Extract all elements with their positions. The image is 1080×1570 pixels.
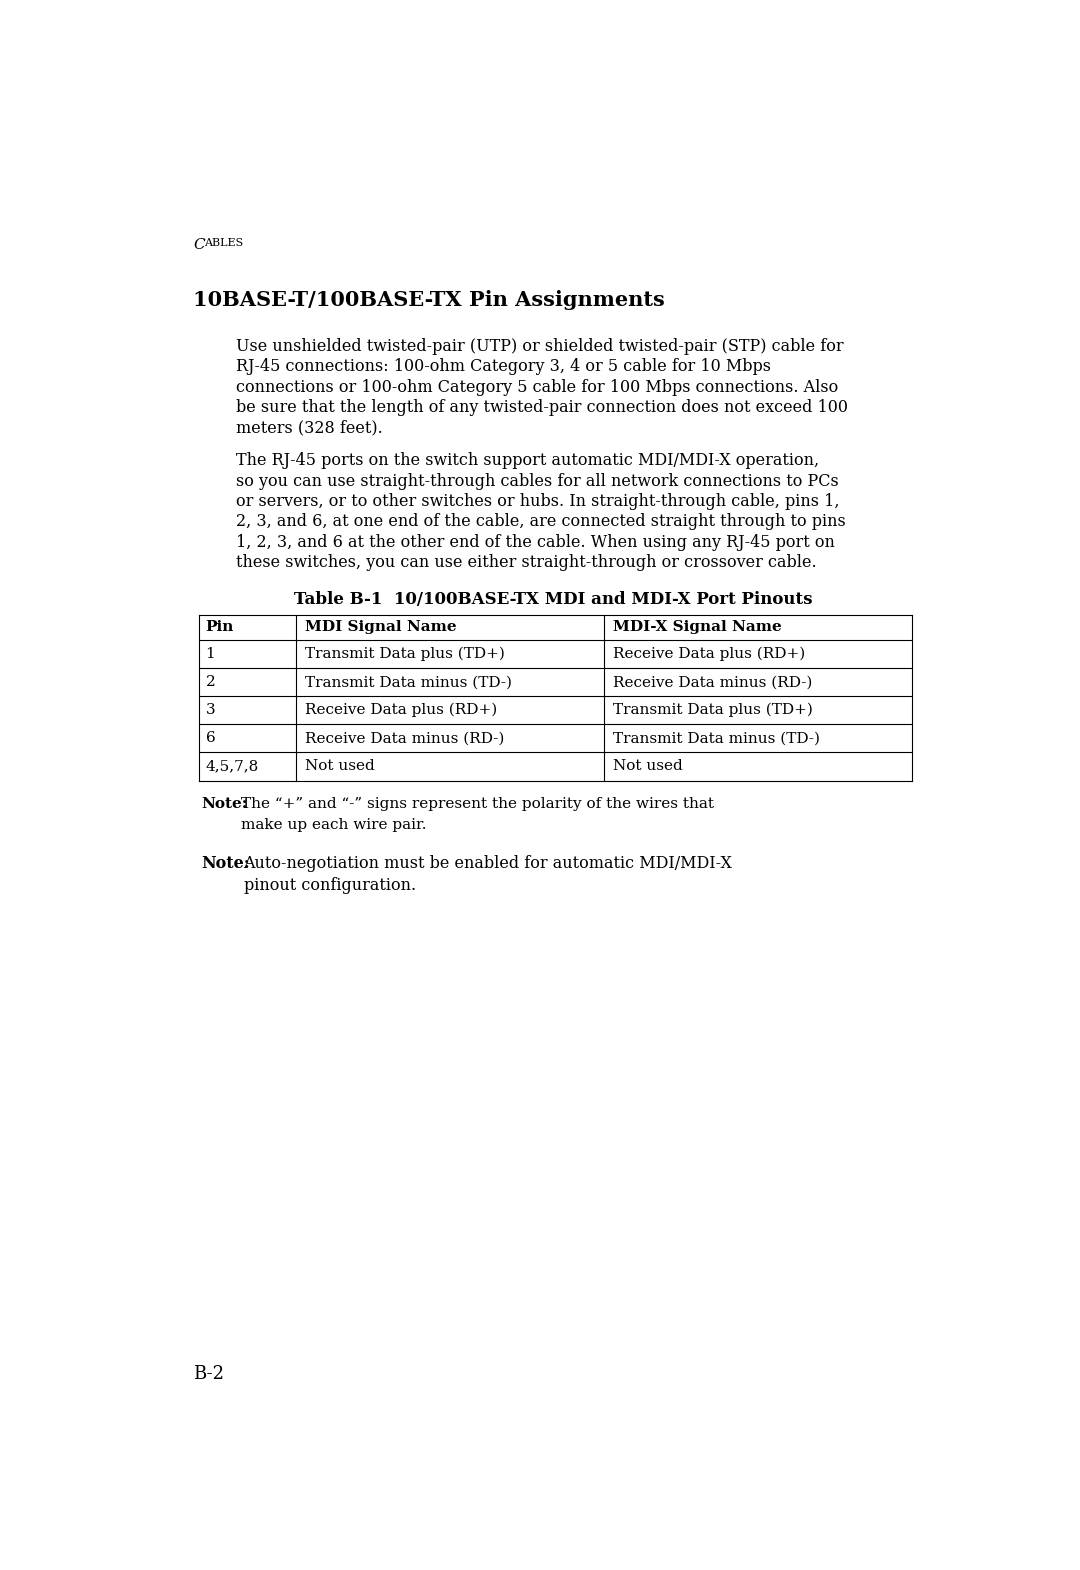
Text: make up each wire pair.: make up each wire pair. <box>241 818 427 832</box>
Text: 3: 3 <box>205 703 215 717</box>
Text: ABLES: ABLES <box>204 237 244 248</box>
Text: Auto-negotiation must be enabled for automatic MDI/MDI-X: Auto-negotiation must be enabled for aut… <box>243 856 732 873</box>
Text: Receive Data plus (RD+): Receive Data plus (RD+) <box>305 703 497 717</box>
Text: 10BASE-T/100BASE-TX Pin Assignments: 10BASE-T/100BASE-TX Pin Assignments <box>193 290 665 309</box>
Text: RJ-45 connections: 100-ohm Category 3, 4 or 5 cable for 10 Mbps: RJ-45 connections: 100-ohm Category 3, 4… <box>235 358 771 375</box>
Text: Receive Data plus (RD+): Receive Data plus (RD+) <box>612 647 806 661</box>
Text: Transmit Data minus (TD-): Transmit Data minus (TD-) <box>612 732 820 746</box>
Text: MDI Signal Name: MDI Signal Name <box>305 620 457 634</box>
Text: Not used: Not used <box>612 760 683 774</box>
Text: so you can use straight-through cables for all network connections to PCs: so you can use straight-through cables f… <box>235 473 838 490</box>
Text: these switches, you can use either straight-through or crossover cable.: these switches, you can use either strai… <box>235 554 816 571</box>
Text: Table B-1  10/100BASE-TX MDI and MDI-X Port Pinouts: Table B-1 10/100BASE-TX MDI and MDI-X Po… <box>294 592 813 609</box>
Text: Use unshielded twisted-pair (UTP) or shielded twisted-pair (STP) cable for: Use unshielded twisted-pair (UTP) or shi… <box>235 338 843 355</box>
Text: Pin: Pin <box>205 620 234 634</box>
Text: meters (328 feet).: meters (328 feet). <box>235 419 382 436</box>
Text: 2, 3, and 6, at one end of the cable, are connected straight through to pins: 2, 3, and 6, at one end of the cable, ar… <box>235 513 846 531</box>
Text: 1, 2, 3, and 6 at the other end of the cable. When using any RJ-45 port on: 1, 2, 3, and 6 at the other end of the c… <box>235 534 835 551</box>
Text: be sure that the length of any twisted-pair connection does not exceed 100: be sure that the length of any twisted-p… <box>235 399 848 416</box>
Text: Transmit Data minus (TD-): Transmit Data minus (TD-) <box>305 675 512 689</box>
Text: C: C <box>193 239 205 253</box>
Text: Receive Data minus (RD-): Receive Data minus (RD-) <box>305 732 504 746</box>
Text: 6: 6 <box>205 732 215 746</box>
Text: Transmit Data plus (TD+): Transmit Data plus (TD+) <box>612 703 813 717</box>
Text: Not used: Not used <box>305 760 375 774</box>
Text: Receive Data minus (RD-): Receive Data minus (RD-) <box>612 675 812 689</box>
Text: 2: 2 <box>205 675 215 689</box>
Text: B-2: B-2 <box>193 1364 225 1383</box>
Text: pinout configuration.: pinout configuration. <box>243 878 416 895</box>
Text: Note:: Note: <box>201 856 249 873</box>
Text: or servers, or to other switches or hubs. In straight-through cable, pins 1,: or servers, or to other switches or hubs… <box>235 493 839 510</box>
Text: Note:: Note: <box>201 798 247 812</box>
Text: MDI-X Signal Name: MDI-X Signal Name <box>612 620 782 634</box>
Text: 1: 1 <box>205 647 215 661</box>
Text: The RJ-45 ports on the switch support automatic MDI/MDI-X operation,: The RJ-45 ports on the switch support au… <box>235 452 819 469</box>
Text: Transmit Data plus (TD+): Transmit Data plus (TD+) <box>305 647 504 661</box>
Text: connections or 100-ohm Category 5 cable for 100 Mbps connections. Also: connections or 100-ohm Category 5 cable … <box>235 378 838 396</box>
Text: 4,5,7,8: 4,5,7,8 <box>205 760 259 774</box>
Text: The “+” and “-” signs represent the polarity of the wires that: The “+” and “-” signs represent the pola… <box>241 798 714 812</box>
